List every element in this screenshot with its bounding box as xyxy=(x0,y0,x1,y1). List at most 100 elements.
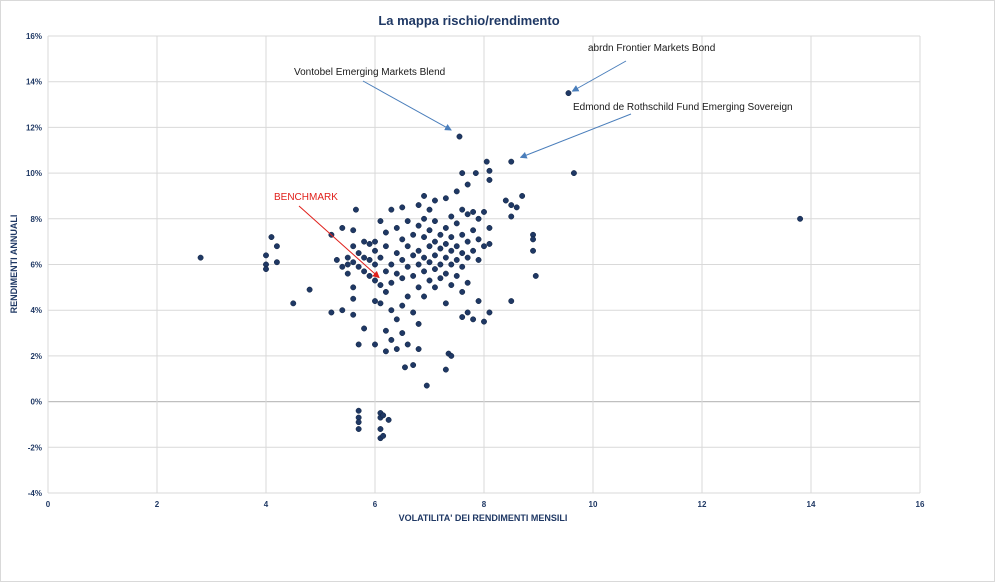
data-point xyxy=(399,236,406,243)
data-point xyxy=(464,181,471,188)
data-point xyxy=(453,272,460,279)
data-point xyxy=(453,220,460,227)
data-point xyxy=(377,300,384,307)
data-point xyxy=(470,316,477,323)
data-point xyxy=(410,252,417,259)
data-point xyxy=(402,364,408,371)
data-point xyxy=(415,346,422,352)
data-point xyxy=(415,202,422,209)
data-point xyxy=(355,263,362,270)
y-tick-label: 8% xyxy=(30,215,42,224)
data-point xyxy=(486,309,493,316)
data-point xyxy=(423,382,430,389)
data-point xyxy=(366,240,373,247)
data-point xyxy=(508,158,515,165)
data-point xyxy=(530,236,536,243)
data-point xyxy=(344,270,351,277)
x-tick-label: 6 xyxy=(373,500,378,509)
data-point xyxy=(432,266,438,273)
annotation-label: Edmond de Rothschild Fund Emerging Sover… xyxy=(573,102,793,113)
data-point xyxy=(306,286,313,293)
data-point xyxy=(399,330,406,336)
data-point xyxy=(404,263,411,270)
data-point xyxy=(426,206,433,213)
x-tick-label: 2 xyxy=(155,500,160,509)
data-point xyxy=(388,261,395,268)
annotation-label: BENCHMARK xyxy=(274,192,338,203)
data-point xyxy=(372,341,378,348)
y-tick-label: 6% xyxy=(30,261,42,270)
x-tick-label: 4 xyxy=(264,500,269,509)
annotation-label: Vontobel Emerging Markets Blend xyxy=(294,67,445,78)
data-point xyxy=(442,366,449,373)
data-point xyxy=(393,224,400,231)
data-point xyxy=(355,341,362,348)
y-tick-labels: -4% -2% 0% 2% 4% 6% 8% 10% 12% 14% 16% xyxy=(26,32,42,498)
y-tick-label: -2% xyxy=(28,443,42,452)
y-tick-label: 14% xyxy=(26,78,42,87)
data-point xyxy=(565,90,572,97)
data-point xyxy=(197,254,204,261)
data-point xyxy=(421,293,427,300)
data-point xyxy=(519,193,526,199)
data-point xyxy=(377,254,384,261)
data-point xyxy=(415,320,422,327)
data-point xyxy=(385,416,392,423)
data-point xyxy=(448,213,455,220)
data-point xyxy=(486,177,493,183)
data-point xyxy=(404,341,411,348)
data-point xyxy=(472,170,479,177)
data-point xyxy=(508,213,515,220)
data-point xyxy=(372,238,378,245)
data-point xyxy=(410,309,417,316)
data-point xyxy=(328,309,335,316)
data-point xyxy=(382,243,389,250)
data-point xyxy=(456,133,463,140)
data-point xyxy=(432,252,438,259)
data-point xyxy=(352,206,359,213)
data-point xyxy=(453,243,460,250)
data-point xyxy=(263,266,269,273)
x-tick-label: 10 xyxy=(589,500,598,509)
data-point xyxy=(263,252,269,259)
annotation-arrow xyxy=(519,113,632,159)
data-point xyxy=(415,261,422,268)
data-point xyxy=(355,426,362,432)
data-point xyxy=(415,247,422,254)
data-point xyxy=(344,261,351,268)
data-point xyxy=(426,243,433,250)
data-point xyxy=(382,229,389,236)
data-point xyxy=(797,215,804,222)
data-point xyxy=(382,288,389,295)
data-point xyxy=(459,288,466,295)
data-point xyxy=(453,256,460,263)
data-point xyxy=(464,309,471,316)
data-point xyxy=(459,250,466,257)
data-point xyxy=(475,298,482,305)
data-point xyxy=(570,170,577,177)
data-point xyxy=(432,218,438,225)
data-point xyxy=(339,263,346,270)
data-point xyxy=(404,293,411,300)
data-point xyxy=(426,227,433,234)
data-point xyxy=(273,259,280,266)
data-point xyxy=(426,277,433,284)
data-point xyxy=(393,316,400,323)
data-point xyxy=(508,202,515,209)
data-point xyxy=(481,208,487,215)
data-point xyxy=(355,419,362,426)
chart-title: La mappa rischio/rendimento xyxy=(378,13,559,28)
data-point xyxy=(399,204,406,211)
data-point xyxy=(442,240,449,247)
data-point xyxy=(377,426,384,432)
data-point xyxy=(268,234,275,241)
data-point xyxy=(442,270,449,277)
data-point xyxy=(380,432,387,439)
x-tick-label: 14 xyxy=(807,500,816,509)
data-point xyxy=(530,247,536,254)
data-point xyxy=(382,327,389,334)
data-point xyxy=(382,348,389,355)
data-point xyxy=(421,268,427,275)
data-point xyxy=(404,243,411,250)
data-point xyxy=(464,211,471,218)
